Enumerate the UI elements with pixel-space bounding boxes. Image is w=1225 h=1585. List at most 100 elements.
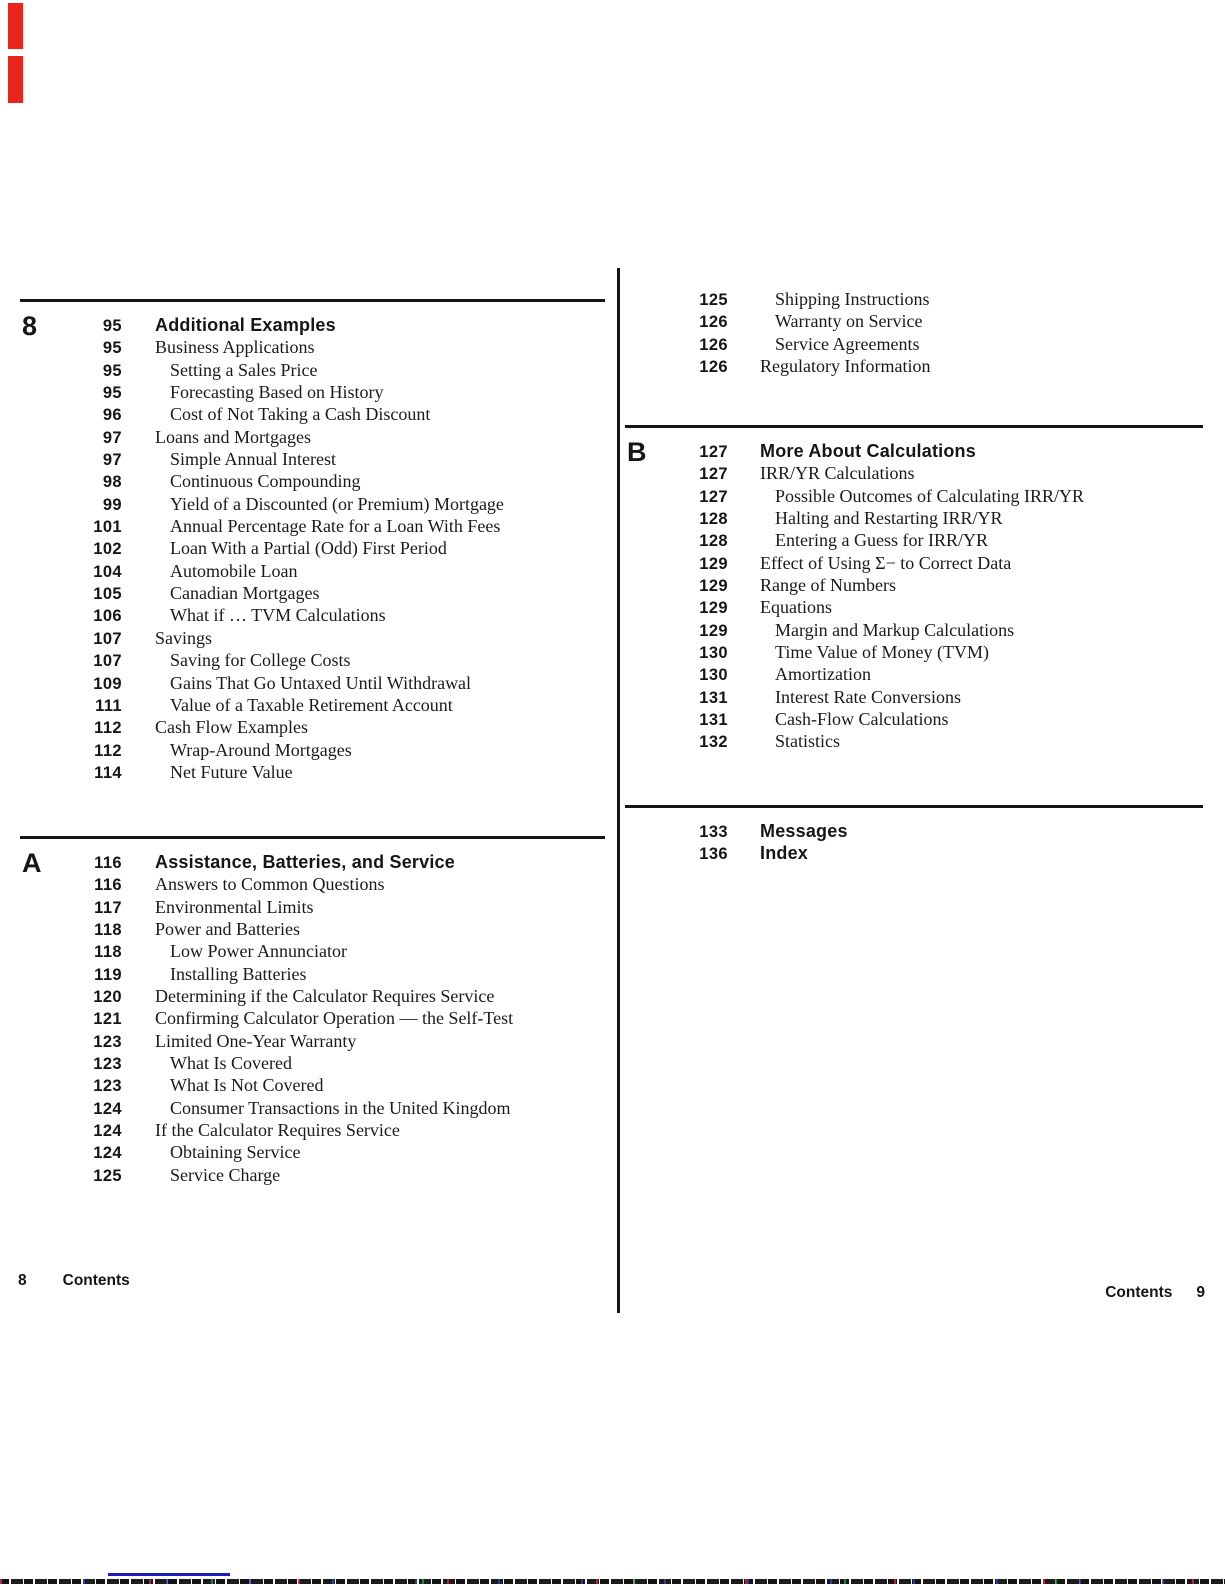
toc-entry-title: Possible Outcomes of Calculating IRR/YR [775,485,1084,506]
toc-entry-title: Cash Flow Examples [155,717,308,738]
toc-entry-page-number: 123 [93,1055,122,1074]
toc-entry-title: Statistics [775,731,841,752]
toc-entry-title: Cost of Not Taking a Cash Discount [170,404,431,425]
toc-entry-page-number: 95 [102,317,122,335]
toc-entry-title: Margin and Markup Calculations [775,619,1015,640]
toc-entry: 99 Yield of a Discounted (or Premium) Mor… [20,493,605,515]
section-rule [20,836,605,839]
toc-entry: 121 Confirming Calculator Operation — the… [20,1007,605,1029]
toc-entry: 129 Equations [625,596,1203,618]
section-rule [625,805,1203,808]
toc-entry: 112 Wrap-Around Mortgages [20,739,605,761]
red-registration-mark [8,56,23,103]
toc-entry-title: Interest Rate Conversions [775,686,961,707]
toc-entry-title: Yield of a Discounted (or Premium) Mortg… [170,493,504,514]
toc-entry: 127 IRR/YR Calculations [625,462,1203,484]
section-appendix-a-continued: 125 Shipping Instructions 126 Warranty on S… [625,288,1203,377]
toc-entry-page-number: 97 [102,451,122,470]
toc-entry-page-number: 133 [699,823,728,841]
toc-entry-title: Answers to Common Questions [155,874,385,895]
toc-entry-title: If the Calculator Requires Service [155,1120,400,1141]
chapter-label: B [627,437,647,467]
toc-entry-title: Halting and Restarting IRR/YR [775,508,1003,529]
toc-entry-page-number: 95 [102,339,122,358]
toc-entry-page-number: 97 [102,428,122,447]
toc-entry-title: Setting a Sales Price [170,359,318,380]
toc-entry-title: Loan With a Partial (Odd) First Period [170,538,447,559]
toc-entry-title: Time Value of Money (TVM) [775,642,989,663]
toc-entry-page-number: 95 [102,384,122,403]
toc-entry-title: What if … TVM Calculations [170,605,386,626]
toc-entry-title: Amortization [775,664,871,685]
toc-entry-page-number: 124 [93,1099,122,1118]
toc-entry: 102 Loan With a Partial (Odd) First Perio… [20,537,605,559]
toc-entry-page-number: 126 [699,335,728,354]
toc-entry: 123 What Is Covered [20,1052,605,1074]
toc-entry-title: Low Power Annunciator [170,941,347,962]
toc-entry-title: Service Agreements [775,333,920,354]
toc-entry-page-number: 131 [699,688,728,707]
toc-entry: 126 Regulatory Information [625,355,1203,377]
toc-entry-page-number: 125 [93,1166,122,1185]
footer-page-number: 9 [1196,1284,1205,1301]
toc-entry: 116 Answers to Common Questions [20,873,605,895]
scan-blue-line [108,1573,230,1576]
toc-entry-page-number: 132 [699,733,728,752]
toc-entry: 125 Shipping Instructions [625,288,1203,310]
footer-left: 8 Contents [18,1272,130,1290]
toc-entry-page-number: 106 [93,607,122,626]
toc-entry-title: Determining if the Calculator Requires S… [155,986,495,1007]
toc-rows: 127 More About Calculations 127 IRR/YR Calc… [625,428,1203,753]
toc-entry-title: Confirming Calculator Operation — the Se… [155,1008,514,1029]
footer-right: Contents 9 [1000,1284,1205,1302]
toc-entry-page-number: 123 [93,1032,122,1051]
toc-entry: 128 Halting and Restarting IRR/YR [625,507,1203,529]
toc-entry-page-number: 109 [93,674,122,693]
toc-entry-page-number: 123 [93,1077,122,1096]
toc-entry: 109 Gains That Go Untaxed Until Withdrawa… [20,672,605,694]
toc-entry-page-number: 116 [94,854,122,872]
toc-entry-page-number: 114 [94,763,122,782]
toc-rows: 95 Additional Examples 95 Business Applicat… [20,302,605,783]
toc-entry-title: Business Applications [155,337,315,358]
toc-entry-page-number: 105 [93,585,122,604]
toc-entry: 124 If the Calculator Requires Service [20,1119,605,1141]
toc-entry-page-number: 117 [94,898,122,917]
toc-entry-page-number: 128 [699,510,728,529]
section-appendix-a: A 116 Assistance, Batteries, and Service 11… [20,836,605,1186]
toc-entry: 123 Limited One-Year Warranty [20,1030,605,1052]
toc-entry-page-number: 101 [93,518,122,537]
toc-entry: 127 Possible Outcomes of Calculating IRR/… [625,485,1203,507]
toc-entry-page-number: 111 [95,696,122,715]
toc-entry: 114 Net Future Value [20,761,605,783]
toc-entry: 130 Amortization [625,663,1203,685]
toc-entry-title: Installing Batteries [170,963,307,984]
toc-entry-title: Automobile Loan [170,560,298,581]
toc-entry: 118 Low Power Annunciator [20,940,605,962]
toc-entry: 132 Statistics [625,730,1203,752]
toc-rows: 133 Messages 136 Index [625,808,1203,865]
toc-entry-title: Limited One-Year Warranty [155,1030,357,1051]
toc-entry-page-number: 126 [699,313,728,332]
toc-entry: 120 Determining if the Calculator Require… [20,985,605,1007]
toc-entry-title: Equations [760,597,832,618]
toc-entry: 131 Cash-Flow Calculations [625,708,1203,730]
toc-entry: 125 Service Charge [20,1164,605,1186]
toc-entry-page-number: 124 [93,1122,122,1141]
toc-rows: 116 Assistance, Batteries, and Service 116… [20,839,605,1186]
toc-entry: 128 Entering a Guess for IRR/YR [625,529,1203,551]
section-rule [20,299,605,302]
toc-entry-title: What Is Not Covered [170,1075,324,1096]
toc-entry-title: Entering a Guess for IRR/YR [775,530,988,551]
toc-entry-title: Saving for College Costs [170,650,351,671]
toc-entry: 126 Warranty on Service [625,310,1203,332]
toc-entry: 105 Canadian Mortgages [20,582,605,604]
section-messages-index: 133 Messages 136 Index [625,805,1203,865]
section-chapter-8: 8 95 Additional Examples 95 Business Applica… [20,299,605,783]
toc-entry-page-number: 118 [94,943,122,962]
toc-entry-page-number: 118 [94,921,122,940]
toc-entry-title: Additional Examples [155,315,336,335]
toc-entry-page-number: 98 [102,473,122,492]
toc-entry-page-number: 107 [93,652,122,671]
toc-entry: 133 Messages [625,820,1203,842]
